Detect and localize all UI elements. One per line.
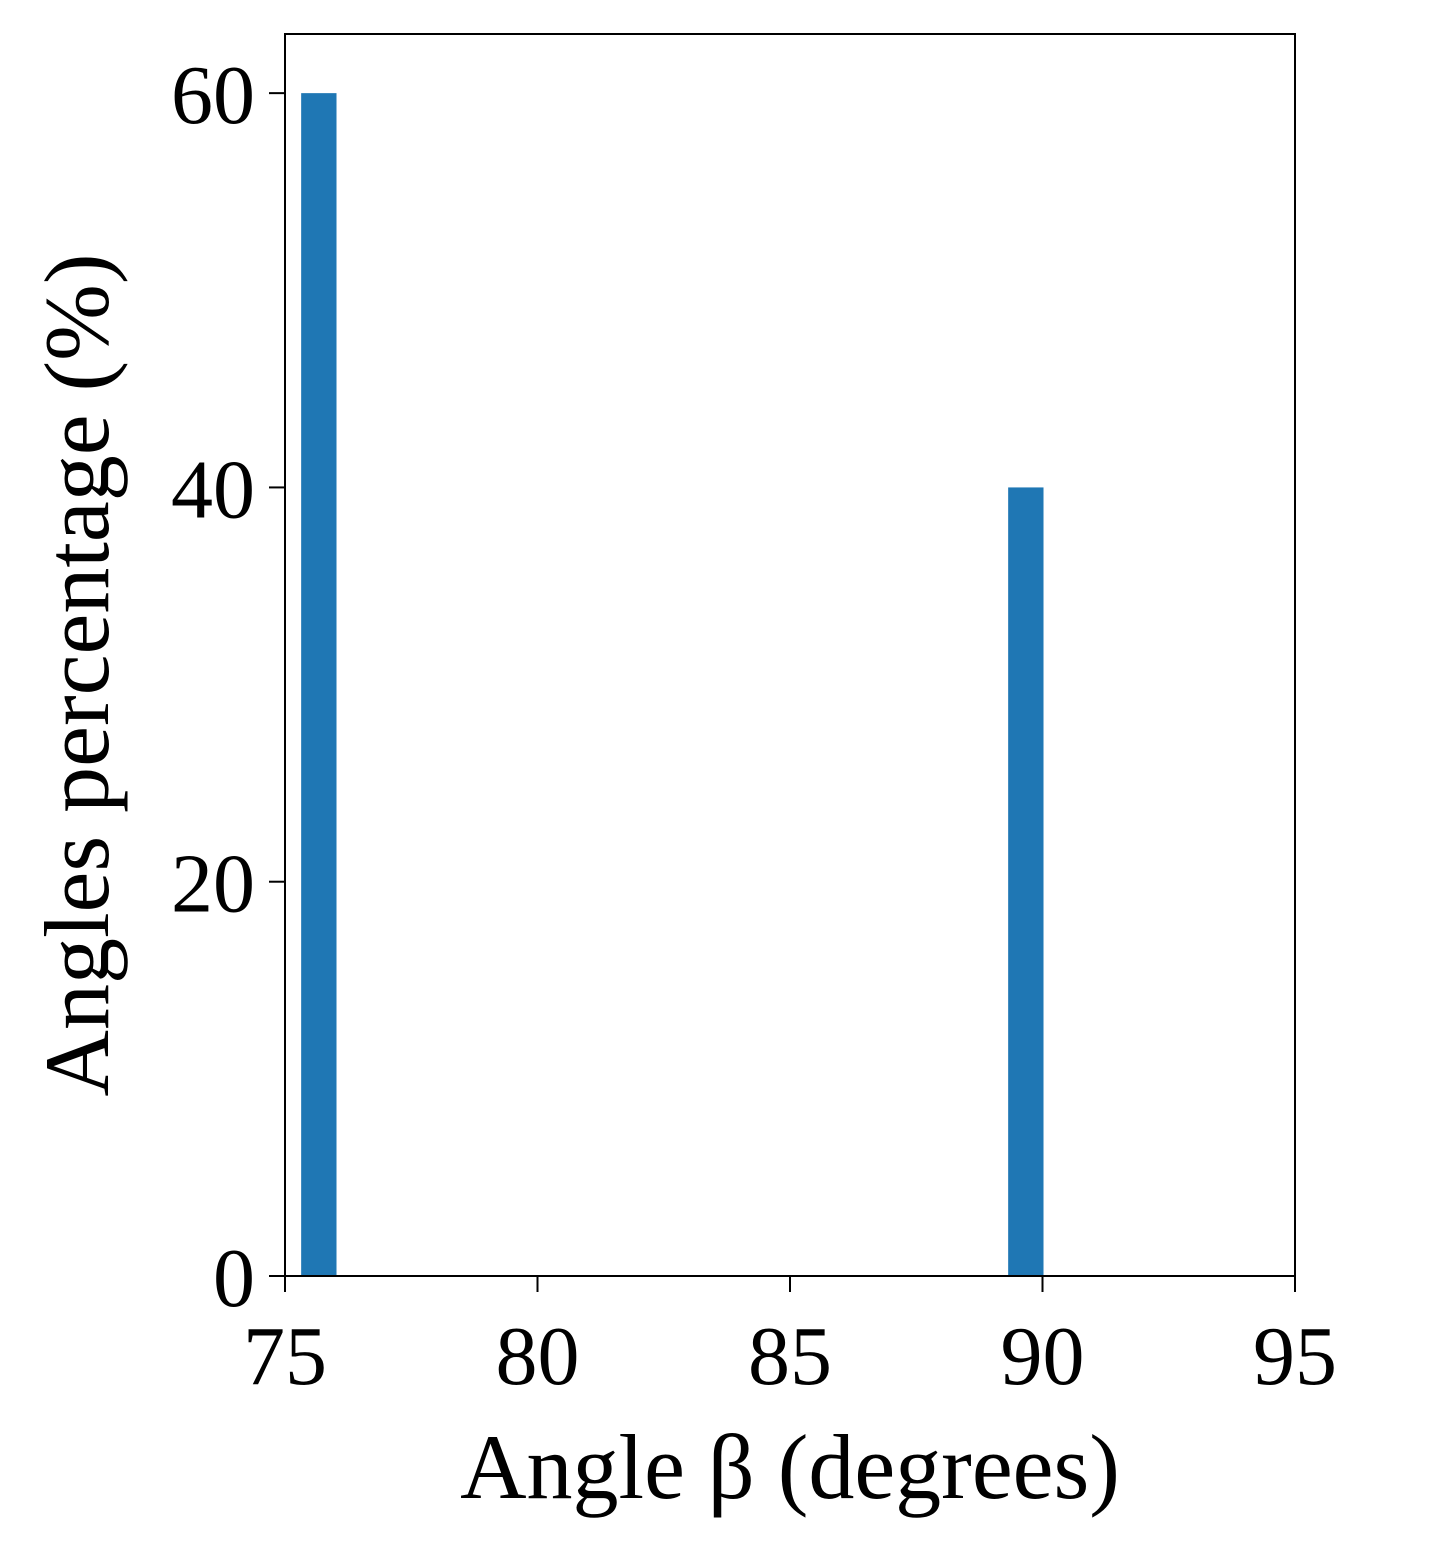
y-tick-label: 0 <box>213 1232 255 1325</box>
x-tick-label: 85 <box>748 1310 832 1403</box>
x-tick-label: 95 <box>1253 1310 1337 1403</box>
x-tick-label: 80 <box>496 1310 580 1403</box>
x-axis-ticks: 75 80 85 90 95 <box>243 1276 1337 1403</box>
y-tick-label: 60 <box>171 49 255 142</box>
bar-1 <box>1008 487 1044 1276</box>
y-axis-label: Angles percentage (%) <box>26 254 128 1097</box>
x-axis-label: Angle β (degrees) <box>460 1416 1120 1518</box>
y-axis-ticks: 0 20 40 60 <box>171 49 285 1325</box>
bar-0 <box>301 93 337 1277</box>
y-tick-label: 20 <box>171 838 255 931</box>
bars-group <box>301 93 1044 1277</box>
x-tick-label: 90 <box>1001 1310 1085 1403</box>
x-tick-label: 75 <box>243 1310 327 1403</box>
y-tick-label: 40 <box>171 443 255 536</box>
